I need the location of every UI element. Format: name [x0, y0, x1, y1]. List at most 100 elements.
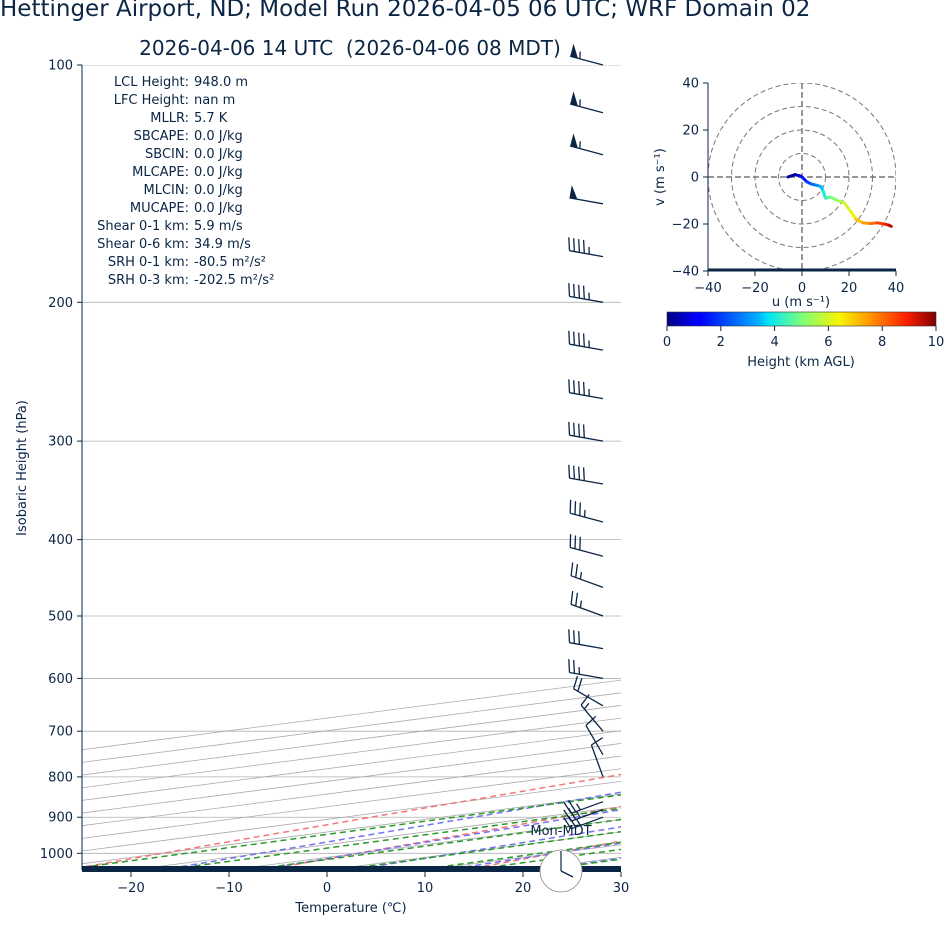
y-tick-label: 300 — [48, 435, 73, 450]
index-value: 5.7 K — [194, 111, 228, 126]
index-value: 948.0 m — [194, 75, 248, 90]
barb-flag — [572, 675, 579, 689]
barb-pennant — [569, 185, 578, 200]
mixing-ratio-lines — [82, 794, 621, 870]
wind-barb — [563, 815, 604, 830]
index-value: 0.0 J/kg — [194, 147, 243, 162]
isotherm — [82, 768, 621, 839]
index-value: 0.0 J/kg — [194, 183, 243, 198]
isotherm — [719, 65, 945, 870]
hodograph-y-tick-label: 20 — [682, 124, 699, 139]
barb-staff — [570, 575, 604, 589]
index-value: -202.5 m²/s² — [194, 273, 274, 288]
cape-area — [668, 65, 945, 827]
cape-shading — [668, 65, 945, 827]
x-axis-label: Temperature (℃) — [294, 901, 406, 916]
barb-staff — [569, 343, 604, 351]
barb-flag — [582, 467, 585, 481]
wind-barb — [569, 185, 604, 205]
y-tick-label: 600 — [48, 672, 73, 687]
hodograph-x-tick-label: −20 — [741, 281, 768, 296]
barb-flag — [567, 800, 577, 812]
barb-flag — [582, 424, 585, 438]
barb-flag — [568, 659, 571, 673]
colorbar-gradient — [666, 311, 937, 327]
hodograph-y-tick-label: 0 — [691, 171, 699, 186]
barb-flag — [568, 237, 571, 251]
index-label: SBCAPE: — [134, 129, 189, 144]
isotherm — [228, 818, 621, 870]
index-value: 34.9 m/s — [194, 237, 251, 252]
index-label: MLCAPE: — [132, 165, 189, 180]
y-tick-label: 800 — [48, 770, 73, 785]
barb-staff — [569, 295, 604, 303]
index-label: LFC Height: — [114, 93, 189, 108]
wind-barb — [569, 534, 604, 557]
isotherm — [82, 780, 621, 852]
wind-barb — [572, 675, 604, 707]
moist-adiabat — [732, 65, 945, 870]
barb-flag — [568, 379, 571, 393]
isotherm — [82, 755, 621, 827]
barb-flag — [580, 694, 590, 706]
wind-barb — [568, 464, 604, 485]
wind-barb — [590, 737, 604, 778]
y-tick-label: 500 — [48, 609, 73, 624]
barb-staff — [570, 546, 604, 557]
index-label: MUCAPE: — [130, 201, 189, 216]
y-ticks: 100 200 300 400 500 600 700 800 900 1000 — [40, 59, 82, 862]
wind-barb — [568, 659, 604, 680]
colorbar-tick-label: 6 — [824, 335, 832, 350]
isotherm — [82, 730, 621, 801]
hodograph-x-tick-label: 40 — [888, 281, 905, 296]
parcel-path — [683, 65, 945, 827]
isotherm — [82, 717, 621, 789]
pressure-gridlines — [82, 65, 621, 854]
wind-barb — [568, 330, 604, 351]
dry-adiabat — [463, 840, 621, 870]
x-tick-label: 10 — [417, 881, 434, 896]
barb-flag — [582, 381, 585, 396]
y-tick-label: 700 — [48, 725, 73, 740]
moist-adiabat — [540, 857, 621, 870]
barb-flag — [582, 285, 585, 300]
index-value: 0.0 J/kg — [194, 201, 243, 216]
barb-flag — [573, 380, 576, 394]
dry-adiabat — [861, 65, 945, 870]
barb-flag — [574, 535, 577, 549]
barb-staff — [570, 801, 604, 814]
barb-flag — [578, 631, 581, 645]
figure-subtitle: 2026-04-06 14 UTC (2026-04-06 08 MDT) — [139, 36, 561, 60]
colorbar-tick-label: 4 — [770, 335, 778, 350]
wind-barb — [570, 562, 604, 589]
hodograph-x-tick-label: 20 — [841, 281, 858, 296]
barb-half-flag — [579, 572, 583, 580]
mixing-ratio-line — [606, 867, 621, 870]
index-label: MLCIN: — [144, 183, 189, 198]
x-tick-label: −20 — [117, 881, 144, 896]
colorbar-tick-label: 8 — [878, 335, 886, 350]
barb-flag — [585, 715, 597, 726]
barb-flag — [573, 422, 576, 437]
barb-staff — [580, 704, 604, 732]
y-tick-label: 200 — [48, 296, 73, 311]
index-label: SBCIN: — [145, 147, 189, 162]
barb-flag — [573, 238, 576, 252]
barb-pennant — [570, 91, 578, 107]
barb-flag — [568, 330, 571, 345]
hodograph-y-tick-label: −20 — [672, 218, 699, 233]
barb-staff — [573, 688, 604, 707]
hodograph-y-label: v (m s⁻¹) — [653, 148, 668, 206]
barb-flag — [578, 284, 581, 299]
moist-adiabat — [351, 826, 621, 870]
moist-adiabat — [445, 842, 621, 870]
dewpoint-line — [668, 65, 945, 827]
hodograph-x-tick-label: 0 — [798, 281, 806, 296]
y-axis-label: Isobaric Height (hPa) — [15, 400, 30, 536]
barb-flag — [577, 678, 583, 692]
colorbar-ticks: 0 2 4 6 8 10 — [663, 326, 944, 350]
barb-staff — [569, 642, 604, 650]
barb-staff — [570, 512, 604, 523]
index-label: SRH 0-1 km: — [108, 255, 189, 270]
